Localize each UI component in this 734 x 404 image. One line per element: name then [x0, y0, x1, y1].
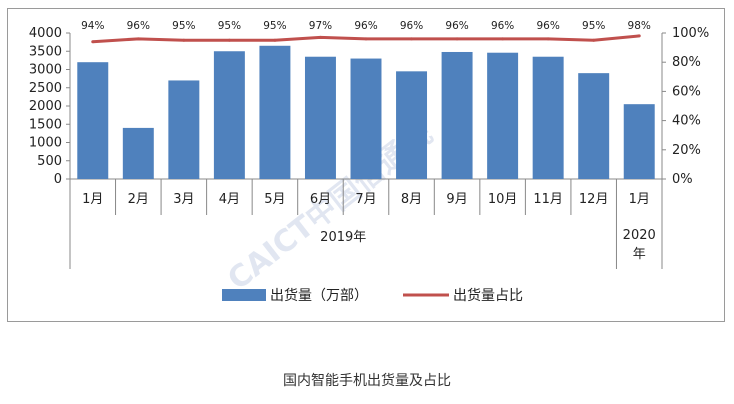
bar: [122, 127, 154, 179]
bar: [350, 58, 382, 179]
share-data-label: 95%: [263, 20, 286, 32]
chart-svg: CAICT中国信通院 05001000150020002500300035004…: [29, 20, 709, 304]
x-tick-label: 2月: [128, 192, 149, 207]
y-right-tick-label: 40%: [672, 114, 701, 129]
y-left-tick-label: 500: [37, 154, 62, 169]
bar: [441, 51, 473, 180]
y-left-tick-label: 1000: [29, 136, 62, 151]
share-point: [136, 37, 140, 41]
x-tick-label: 6月: [310, 192, 331, 207]
y-left-tick-label: 4000: [29, 26, 62, 41]
share-data-label: 95%: [582, 20, 605, 32]
legend-swatch-bars: [222, 289, 266, 301]
x-tick-label: 10月: [488, 192, 518, 207]
bar: [213, 51, 245, 179]
x-tick-label: 7月: [355, 192, 376, 207]
share-data-label: 96%: [445, 20, 468, 32]
x-tick-label: 9月: [446, 192, 467, 207]
share-point: [455, 37, 459, 41]
axes: 0 500 1000 1500 2000 2500 3000 3500 4000 0% 20% 40%…: [29, 26, 709, 269]
y-left-tick-label: 0: [54, 172, 62, 187]
bars: [77, 45, 655, 180]
share-data-label: 96%: [127, 20, 150, 32]
bar: [487, 52, 519, 179]
share-point: [364, 37, 368, 41]
chart-frame: CAICT中国信通院 0 500 1000 1500 2000 2500 3000 3500 4…: [7, 8, 725, 322]
share-point: [227, 38, 231, 42]
share-data-label: 98%: [628, 20, 651, 32]
share-point: [91, 40, 95, 44]
share-point: [546, 37, 550, 41]
bar: [77, 62, 109, 180]
bar: [168, 80, 200, 179]
y-left-tick-label: 1500: [29, 117, 62, 132]
x-tick-label: 12月: [579, 192, 609, 207]
bar: [532, 56, 564, 179]
share-point: [592, 38, 596, 42]
x-tick-label: 11月: [533, 192, 563, 207]
share-data-label: 96%: [536, 20, 559, 32]
bar: [578, 73, 610, 179]
share-data-label: 96%: [491, 20, 514, 32]
labels: 1月 2月 3月 4月 5月 6月 7月 8月 9月 10月 11月 12月 1月 2019年 2020 年 9…: [81, 20, 656, 262]
share-point: [182, 38, 186, 42]
y-left-tick-label: 2000: [29, 99, 62, 114]
share-data-label: 94%: [81, 20, 104, 32]
share-point: [501, 37, 505, 41]
legend-label-line: 出货量占比: [453, 287, 523, 304]
legend: 出货量（万部） 出货量占比: [222, 287, 523, 304]
y-right-tick-label: 80%: [672, 55, 701, 70]
share-point: [318, 35, 322, 39]
share-line: [91, 34, 641, 44]
y-left-tick-label: 2500: [29, 81, 62, 96]
x-tick-label: 4月: [219, 192, 240, 207]
x-group-label: 2020 年: [623, 228, 656, 262]
share-point: [273, 38, 277, 42]
x-group-label: 2019年: [320, 230, 366, 245]
share-data-label: 97%: [309, 20, 332, 32]
share-data-label: 96%: [354, 20, 377, 32]
y-left-tick-label: 3500: [29, 44, 62, 59]
bar: [623, 104, 655, 179]
share-point: [637, 34, 641, 38]
x-tick-label: 5月: [264, 192, 285, 207]
share-data-label: 96%: [400, 20, 423, 32]
bar: [259, 45, 291, 180]
share-data-label: 95%: [172, 20, 195, 32]
bar: [396, 71, 428, 179]
legend-label-bars: 出货量（万部）: [270, 287, 368, 304]
share-point: [410, 37, 414, 41]
figure-caption: 国内智能手机出货量及占比: [283, 373, 451, 389]
y-left-tick-label: 3000: [29, 63, 62, 78]
x-tick-label: 1月: [82, 192, 103, 207]
x-tick-label: 1月: [629, 192, 650, 207]
x-tick-label: 3月: [173, 192, 194, 207]
y-right-tick-label: 60%: [672, 84, 701, 99]
y-right-tick-label: 100%: [672, 26, 709, 41]
y-right-tick-label: 20%: [672, 143, 701, 158]
share-data-label: 95%: [218, 20, 241, 32]
bar: [304, 56, 336, 179]
x-tick-label: 8月: [401, 192, 422, 207]
y-right-tick-label: 0%: [672, 172, 693, 187]
